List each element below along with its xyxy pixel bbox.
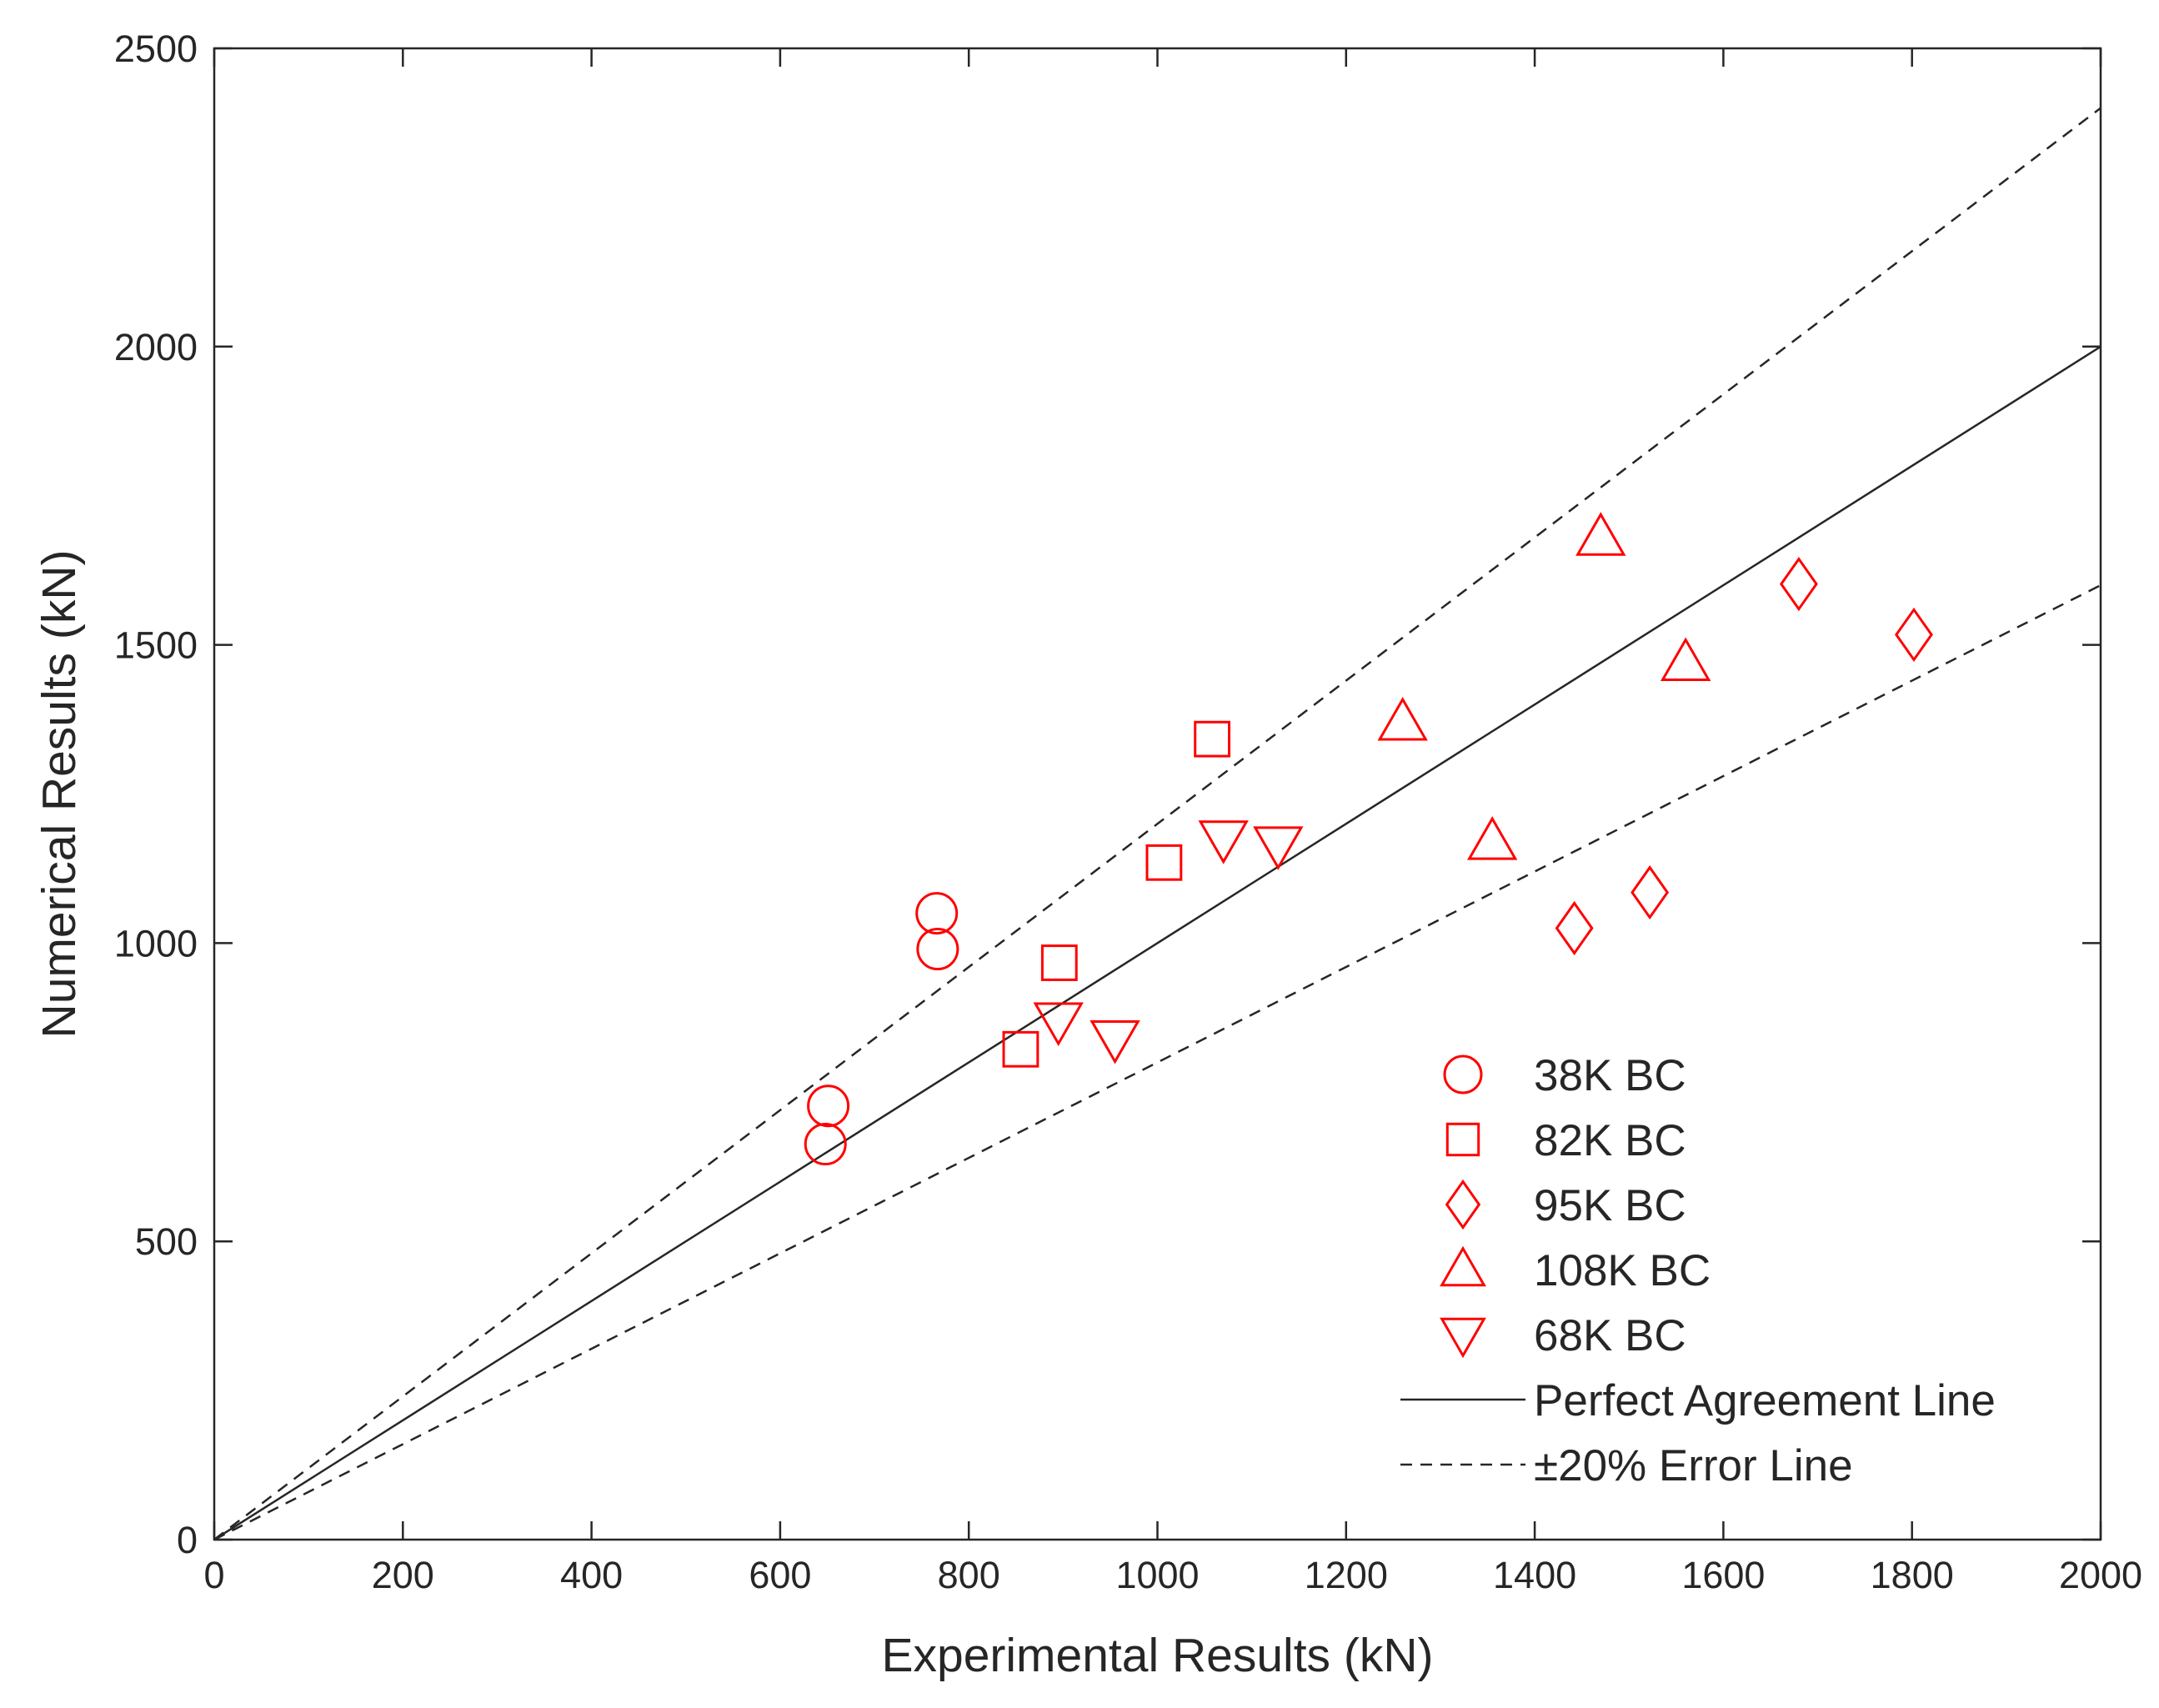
legend-label-error-line: ±20% Error Line [1534,1441,1853,1490]
x-tick-label: 200 [372,1554,434,1596]
legend-label-1: 38K BC [1534,1051,1686,1100]
x-axis-title: Experimental Results (kN) [881,1629,1433,1682]
x-tick-label: 1400 [1493,1554,1576,1596]
reference-lines [214,107,2101,1540]
data-point [1377,697,1428,741]
data-point [1631,864,1670,920]
data-point [915,892,959,935]
y-tick-label: 1000 [114,922,198,964]
data-point [1194,720,1231,758]
data-point [1040,944,1078,981]
data-point [1660,637,1711,681]
series-38k-bc [804,892,959,1166]
data-point [1895,607,1933,663]
x-tick-label: 1800 [1871,1554,1954,1596]
x-tick-label: 1600 [1681,1554,1765,1596]
error-line-upper [214,107,2101,1540]
data-point [1575,512,1626,556]
error-line-lower [214,584,2101,1540]
y-tick-label: 1500 [114,624,198,667]
series-95k-bc [1555,557,1933,956]
series-82k-bc [1002,720,1231,1068]
legend: 38K BC 82K BC 95K BC 108K BC 68K BC Perfect A… [1400,1051,1996,1490]
data-point [807,1084,850,1128]
y-tick-label: 500 [135,1220,198,1263]
data-point [804,1123,847,1166]
y-tick-label: 0 [177,1519,198,1561]
legend-label-perfect-agreement: Perfect Agreement Line [1534,1376,1996,1425]
x-tick-label: 2000 [2059,1554,2142,1596]
data-point [1555,900,1594,956]
legend-label-5: 68K BC [1534,1311,1686,1360]
legend-marker-3 [1445,1179,1481,1230]
x-tick-label: 800 [938,1554,1000,1596]
y-tick-label: 2000 [114,326,198,368]
series-68k-bc [1033,820,1304,1064]
data-point [1466,816,1518,860]
legend-marker-1 [1443,1054,1483,1094]
legend-label-4: 108K BC [1534,1246,1711,1295]
data-point [1033,1002,1084,1047]
x-tick-label: 600 [749,1554,811,1596]
data-point [916,928,959,971]
legend-marker-5 [1440,1317,1486,1359]
data-point [1779,557,1818,612]
data-point [1002,1030,1039,1068]
data-point [1145,844,1183,881]
y-tick-label: 2500 [114,28,198,70]
x-tick-label: 1000 [1115,1554,1199,1596]
data-point [1253,826,1304,870]
legend-marker-2 [1445,1122,1480,1157]
legend-label-3: 95K BC [1534,1181,1686,1230]
x-tick-label: 1200 [1305,1554,1388,1596]
data-point [1090,1019,1140,1064]
x-tick-label: 400 [560,1554,623,1596]
perfect-agreement-line [214,345,2101,1540]
plot-area-box [213,47,2102,1541]
y-axis-title: Numerical Results (kN) [33,550,86,1039]
series-108k-bc [1377,512,1711,860]
data-point [1198,820,1249,864]
legend-label-2: 82K BC [1534,1116,1686,1165]
legend-marker-4 [1440,1245,1486,1287]
x-tick-label: 0 [203,1554,224,1596]
